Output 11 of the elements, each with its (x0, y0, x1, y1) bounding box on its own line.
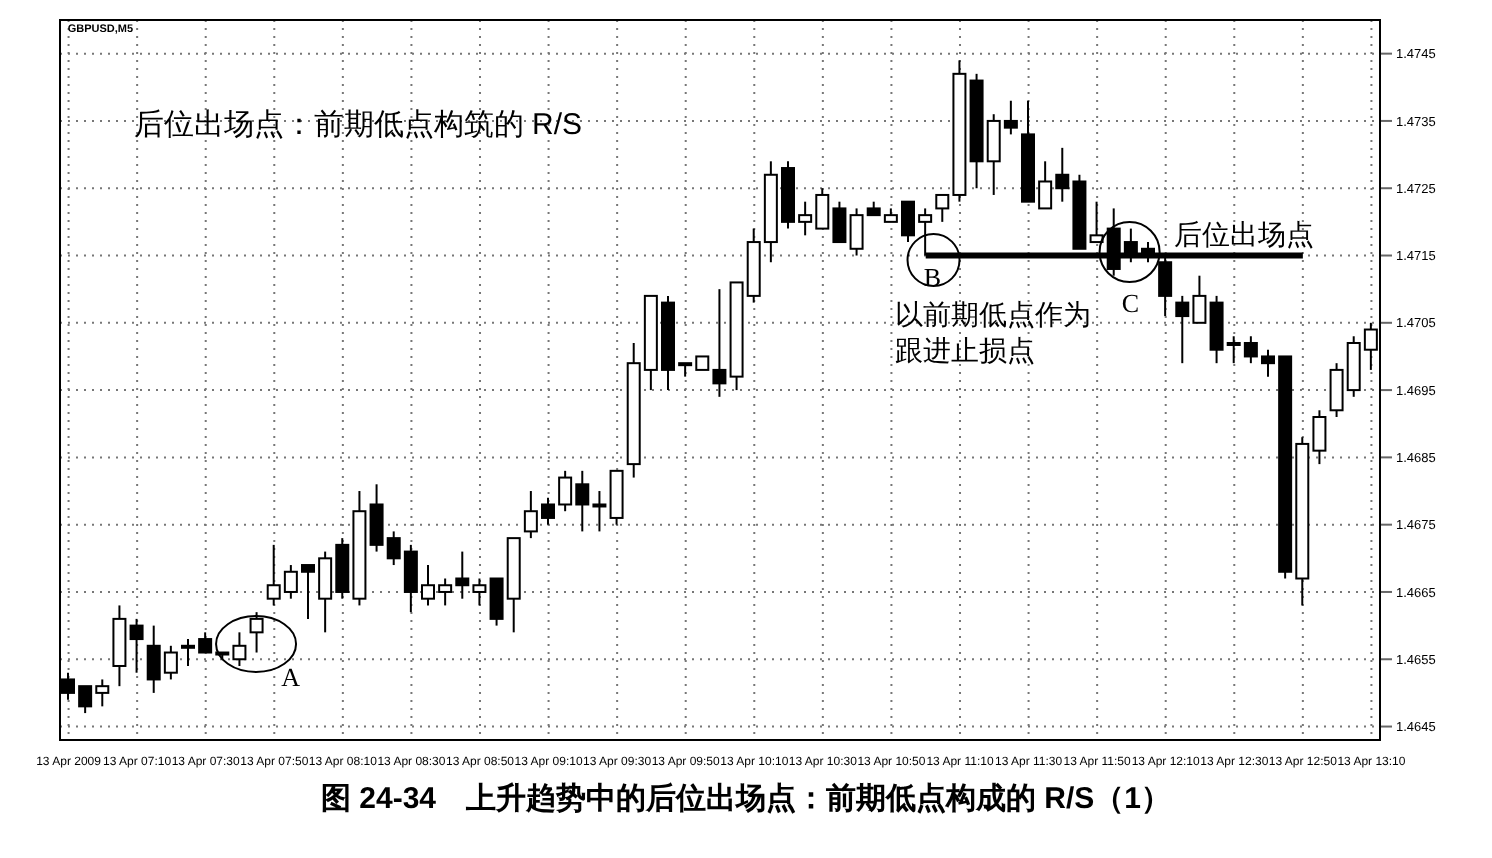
annotation: 跟进止损点 (894, 334, 1035, 366)
text: 后位出场点：前期低点构筑的 R/S (133, 108, 583, 142)
annotation: C (1121, 288, 1140, 318)
candlestick (249, 611, 264, 654)
annotation: 以前期低点作为 (894, 298, 1091, 330)
annotation: 后位出场点 (1174, 218, 1315, 250)
text: 图 24-34 上升趋势中的后位出场点：前期低点构成的 R/S（1） (318, 780, 1174, 818)
candlestick (129, 617, 144, 674)
candlestick (112, 604, 127, 688)
candlestick (609, 469, 624, 526)
annotation: A (281, 662, 302, 692)
